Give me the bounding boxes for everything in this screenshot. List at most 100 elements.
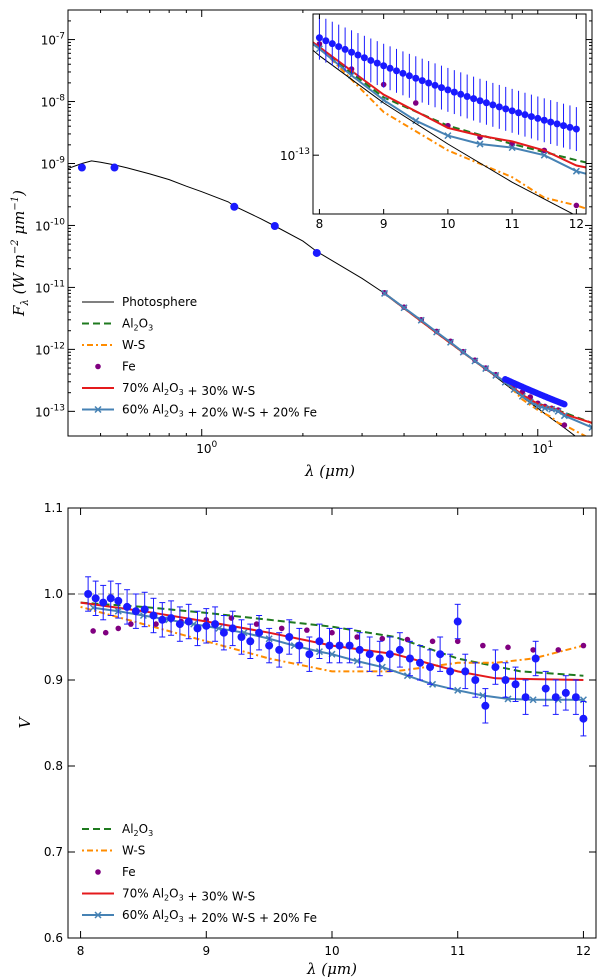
legend-swatch <box>95 869 101 875</box>
observed-point <box>99 598 108 607</box>
observed-point <box>495 103 503 111</box>
observed-point <box>175 620 184 629</box>
fe-point <box>278 625 285 632</box>
series-x-marker <box>560 412 568 420</box>
observed-point <box>228 624 237 633</box>
legend-label: Al2O3 <box>122 317 153 333</box>
x-tick-label: 12 <box>576 944 591 958</box>
inset-frame-bg <box>312 13 587 215</box>
legend-label: Fe <box>122 360 136 374</box>
series-x-marker <box>529 696 537 704</box>
series-x-marker <box>476 140 484 148</box>
observed-point <box>149 611 158 620</box>
series-x-marker <box>588 423 592 431</box>
fe-point <box>555 647 562 653</box>
observed-point <box>405 654 414 663</box>
observed-point <box>547 118 555 126</box>
observed-point <box>521 111 529 119</box>
observed-point <box>446 667 455 676</box>
sed-panel: 10-13 10-12 10-11 10-10 10-9 10-8 10-7 100 101 Fλ… <box>10 9 593 480</box>
legend-swatch <box>95 363 101 370</box>
y-tick-label: 0.7 <box>44 845 63 859</box>
observed-point <box>491 663 500 672</box>
observed-point <box>315 34 323 42</box>
observed-point <box>481 701 490 710</box>
series-line <box>313 49 575 214</box>
inset-photosphere-series <box>313 49 575 214</box>
legend-swatch-marker <box>94 405 102 414</box>
series-x-marker <box>454 686 462 694</box>
y-tick-label: 0.6 <box>44 931 63 945</box>
observed-point <box>412 74 420 82</box>
vis-y-axis-label: V <box>16 715 34 728</box>
observed-point <box>84 590 93 598</box>
y-tick-label: 10-12 <box>35 341 65 357</box>
vis-legend: Al2O3 W-S Fe 70% Al2O3 + 30% W-S 60% Al2O3 +… <box>82 822 317 925</box>
series-x-marker <box>378 663 386 671</box>
observed-point <box>511 680 520 689</box>
legend-swatch-marker <box>94 911 102 919</box>
series-x-marker <box>284 21 290 27</box>
observed-point <box>425 79 433 87</box>
series-x-marker <box>400 304 408 312</box>
observed-point <box>463 92 471 100</box>
inset-frame <box>312 13 587 215</box>
observed-point <box>335 43 343 51</box>
observed-point <box>436 650 445 659</box>
visibility-panel: 8 9 10 11 12 0.6 0.7 0.8 0.9 1.0 1.1 λ (μm) V Al2O3 W-… <box>16 501 597 978</box>
observed-point <box>501 676 510 684</box>
observed-point <box>541 684 550 693</box>
inset-x-tick-label: 9 <box>380 217 388 231</box>
observed-point <box>508 107 516 115</box>
series-x-marker <box>139 611 147 620</box>
fe-point <box>379 635 386 642</box>
observed-point <box>123 602 132 611</box>
observed-point <box>77 163 86 172</box>
observed-point <box>114 596 123 605</box>
observed-point <box>365 650 374 659</box>
series-x-marker <box>459 348 467 356</box>
observed-point <box>275 645 284 654</box>
fe-point <box>480 642 486 649</box>
observed-point <box>211 620 220 629</box>
legend-label: 60% Al2O3 + 20% W-S + 20% Fe <box>122 908 317 925</box>
observed-point <box>482 99 490 107</box>
model-series <box>383 292 588 436</box>
legend-label: 60% Al2O3 + 20% W-S + 20% Fe <box>122 403 317 420</box>
series-x-marker <box>554 407 562 415</box>
model-series <box>381 289 592 431</box>
observed-point <box>315 637 324 646</box>
observed-point <box>322 37 330 45</box>
legend-label: Fe <box>122 865 136 879</box>
observed-point <box>255 628 264 637</box>
observed-point <box>360 54 368 62</box>
observed-point <box>270 221 279 230</box>
series-x-marker <box>518 392 526 400</box>
inset-x-tick-label: 10 <box>440 217 455 231</box>
observed-point <box>521 693 530 702</box>
series-x-marker <box>380 96 388 104</box>
observed-point <box>312 248 321 257</box>
fe-point <box>285 18 291 24</box>
observed-point <box>385 650 394 659</box>
observed-point <box>386 64 394 72</box>
observed-point <box>489 101 497 109</box>
sed-y-axis-label: Fλ (W m−2 μm−1) <box>10 190 31 317</box>
fe-point <box>429 638 436 645</box>
series-x-marker <box>446 338 455 346</box>
observed-point <box>341 45 349 53</box>
y-tick-label: 10-11 <box>35 279 65 295</box>
series-line <box>313 41 586 169</box>
observed-point <box>527 113 535 121</box>
x-tick-label: 10 <box>324 944 339 958</box>
fe-point <box>530 647 536 653</box>
observed-point <box>399 69 407 77</box>
series-x-marker <box>540 151 548 159</box>
inset-x-tick-label: 12 <box>569 217 584 231</box>
inset-x-tick-label: 8 <box>316 217 324 231</box>
sed-legend: Photosphere Al2O3 W-S Fe 70% Al2O3 + 30% W-S… <box>82 295 317 420</box>
observed-point <box>453 617 462 626</box>
observed-point <box>305 650 314 659</box>
series-x-marker <box>89 604 97 612</box>
